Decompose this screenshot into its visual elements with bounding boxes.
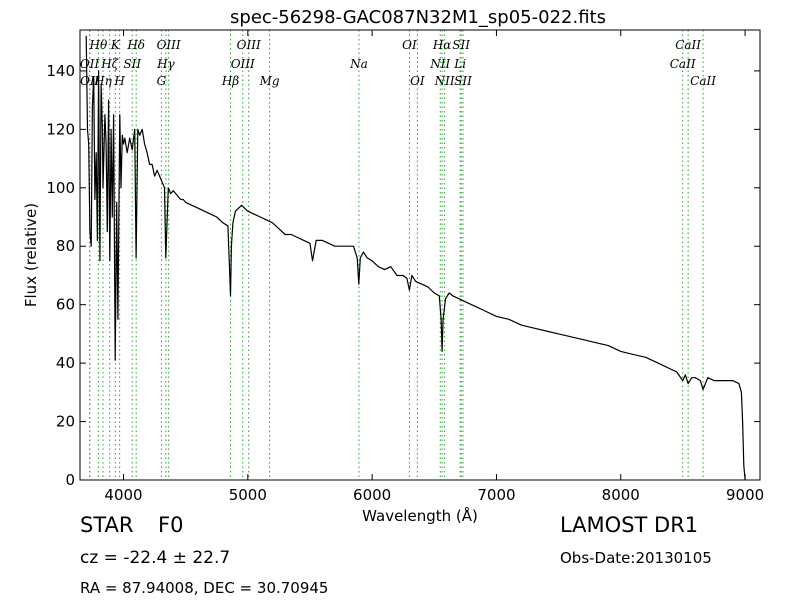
survey-name: LAMOST DR1 — [560, 513, 699, 537]
line-label-10: Hγ — [156, 57, 175, 71]
y-axis-label: Flux (relative) — [22, 203, 40, 307]
observation-date: Obs-Date:20130105 — [560, 549, 712, 567]
y-axis-ticks: 0 20 40 60 80 100 120 140 — [46, 62, 760, 489]
y-tick-label-1: 20 — [56, 413, 75, 431]
y-tick-label-2: 40 — [56, 354, 75, 372]
spectral-line-markers — [89, 30, 704, 480]
y-tick-label-0: 0 — [65, 471, 75, 489]
line-label-19: NII — [429, 57, 450, 71]
line-label-16: Na — [349, 57, 368, 71]
line-label-17: OI — [402, 38, 417, 52]
redshift-value: cz = -22.4 ± 22.7 — [80, 548, 231, 568]
line-label-15: Mg — [259, 74, 280, 88]
x-axis-label: Wavelength (Å) — [362, 506, 478, 525]
y-tick-label-3: 60 — [56, 296, 75, 314]
x-tick-label-0: 4000 — [104, 486, 142, 504]
line-label-11: OIII — [157, 38, 181, 52]
line-label-20: Hα — [432, 38, 452, 52]
line-label-5: K — [110, 38, 121, 52]
y-tick-label-4: 80 — [56, 237, 75, 255]
spectral-line-labels: OII OII Hθ Hη Hζ K H SII Hδ G Hγ OIII Hβ OIII OIII Mg Na… — [80, 38, 716, 88]
x-tick-label-4: 8000 — [602, 486, 640, 504]
y-tick-label-5: 100 — [46, 179, 75, 197]
line-label-25: CaII — [670, 57, 696, 71]
line-label-2: Hθ — [89, 38, 108, 52]
line-label-27: CaII — [690, 74, 716, 88]
object-subclass: F0 — [158, 513, 184, 537]
chart-title: spec-56298-GAC087N32M1_sp05-022.fits — [230, 7, 606, 28]
plot-frame — [79, 29, 761, 481]
y-tick-label-6: 120 — [46, 120, 75, 138]
line-label-24: SII — [454, 74, 472, 88]
x-tick-label-2: 6000 — [353, 486, 391, 504]
x-tick-label-3: 7000 — [477, 486, 515, 504]
line-label-26: CaII — [675, 38, 701, 52]
line-label-21: NII — [434, 74, 455, 88]
line-label-0: OII — [80, 57, 100, 71]
line-label-3: Hη — [93, 74, 112, 88]
line-label-13: OIII — [231, 57, 255, 71]
line-label-18: OI — [410, 74, 425, 88]
line-label-8: Hδ — [126, 38, 145, 52]
line-label-7: SII — [123, 57, 141, 71]
line-label-9: G — [157, 74, 167, 88]
x-axis-ticks: 4000 5000 6000 7000 8000 9000 — [104, 30, 764, 504]
x-tick-label-1: 5000 — [229, 486, 267, 504]
x-tick-label-5: 9000 — [726, 486, 764, 504]
line-label-22: Li — [453, 57, 466, 71]
line-label-4: Hζ — [100, 57, 119, 71]
y-tick-label-7: 140 — [46, 62, 75, 80]
line-label-23: SII — [452, 38, 470, 52]
line-label-1: OII — [80, 74, 100, 88]
line-label-14: OIII — [237, 38, 261, 52]
line-label-6: H — [113, 74, 125, 88]
object-class: STAR — [80, 513, 134, 537]
spectrum-series-line — [85, 35, 746, 481]
coordinates: RA = 87.94008, DEC = 30.70945 — [80, 579, 329, 597]
line-label-12: Hβ — [221, 74, 239, 88]
